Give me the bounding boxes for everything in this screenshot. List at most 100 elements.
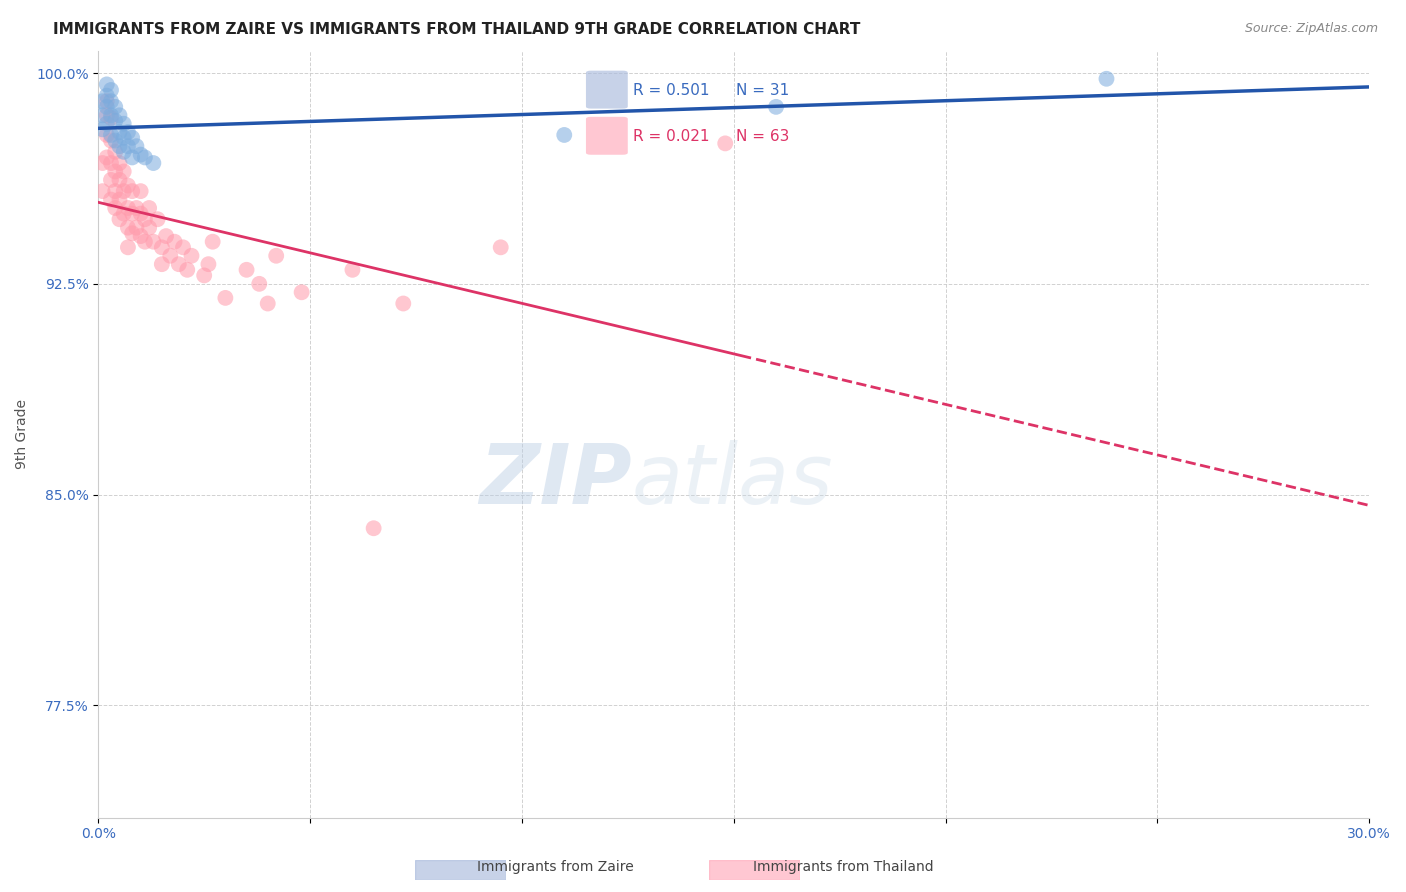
Point (121, 150, 143, 164)
Point (96, 128, 118, 142)
Point (96, 117, 118, 131)
Point (117, 125, 139, 139)
Point (100, 193, 122, 207)
Point (172, 240, 194, 254)
Point (100, 134, 122, 148)
Point (342, 262, 364, 277)
Point (142, 156, 165, 170)
Point (112, 164, 135, 178)
Text: ZIP: ZIP (479, 440, 633, 521)
Point (235, 262, 257, 277)
Point (363, 521, 385, 535)
Point (138, 201, 160, 215)
Point (121, 227, 143, 241)
Point (104, 134, 127, 148)
FancyBboxPatch shape (586, 70, 627, 109)
Point (714, 136, 737, 151)
Point (155, 229, 177, 244)
Point (129, 147, 152, 161)
Point (1095, 71, 1118, 86)
Point (121, 184, 143, 198)
Point (146, 212, 169, 227)
Point (117, 220, 139, 235)
Point (96, 108, 118, 122)
Point (91, 184, 114, 198)
Point (163, 235, 186, 249)
Point (100, 83, 122, 97)
Point (125, 201, 148, 215)
Point (108, 108, 131, 122)
Text: IMMIGRANTS FROM ZAIRE VS IMMIGRANTS FROM THAILAND 9TH GRADE CORRELATION CHART: IMMIGRANTS FROM ZAIRE VS IMMIGRANTS FROM… (53, 22, 860, 37)
Point (125, 220, 148, 235)
Point (91, 95, 114, 109)
Point (104, 145, 127, 159)
Point (91, 108, 114, 122)
Point (247, 277, 270, 291)
Point (129, 229, 152, 244)
Point (150, 240, 173, 254)
Point (159, 249, 181, 263)
Text: N = 31: N = 31 (737, 83, 789, 97)
Text: R = 0.501: R = 0.501 (633, 83, 709, 97)
Point (96, 100, 118, 114)
Text: Immigrants from Thailand: Immigrants from Thailand (754, 860, 934, 874)
Text: atlas: atlas (633, 440, 834, 521)
Point (112, 117, 135, 131)
Point (104, 201, 127, 215)
Point (96, 95, 118, 109)
Point (112, 130, 135, 145)
Point (264, 249, 287, 263)
Y-axis label: 9th Grade: 9th Grade (15, 399, 30, 469)
Point (489, 240, 512, 254)
Point (96, 88, 118, 103)
Point (167, 257, 190, 271)
Point (553, 128, 575, 142)
Point (104, 100, 127, 114)
Point (134, 212, 156, 227)
Point (100, 156, 122, 170)
Point (129, 184, 152, 198)
Point (134, 235, 156, 249)
Point (291, 285, 314, 300)
Point (180, 249, 202, 263)
Point (112, 145, 135, 159)
Point (96, 150, 118, 164)
Point (193, 268, 215, 283)
Point (117, 201, 139, 215)
Point (121, 130, 143, 145)
Point (100, 108, 122, 122)
Point (91, 122, 114, 136)
Point (112, 184, 135, 198)
Point (117, 178, 139, 193)
Point (100, 128, 122, 142)
Point (104, 114, 127, 128)
Point (100, 173, 122, 187)
Point (138, 220, 160, 235)
Point (108, 173, 131, 187)
Point (108, 156, 131, 170)
Point (96, 78, 118, 92)
Point (108, 193, 131, 207)
Point (91, 156, 114, 170)
Point (392, 296, 415, 310)
Point (134, 150, 156, 164)
Point (104, 164, 127, 178)
Point (108, 212, 131, 227)
Point (100, 95, 122, 109)
Point (117, 240, 139, 254)
Point (201, 235, 224, 249)
Point (117, 139, 139, 153)
Text: N = 63: N = 63 (737, 128, 789, 144)
Text: R = 0.021: R = 0.021 (633, 128, 709, 144)
Point (176, 262, 198, 277)
Text: Immigrants from Zaire: Immigrants from Zaire (477, 860, 634, 874)
Point (765, 100, 787, 114)
Point (100, 111, 122, 125)
Point (108, 139, 131, 153)
Point (129, 206, 152, 220)
Point (108, 125, 131, 139)
Point (104, 184, 127, 198)
Text: Source: ZipAtlas.com: Source: ZipAtlas.com (1244, 22, 1378, 36)
FancyBboxPatch shape (586, 117, 627, 155)
Point (142, 235, 165, 249)
